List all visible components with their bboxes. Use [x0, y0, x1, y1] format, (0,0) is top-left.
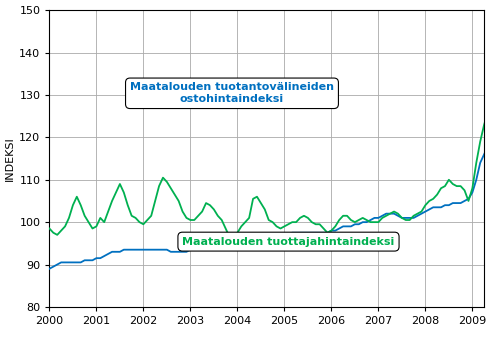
Text: Maatalouden tuotantovälineiden
ostohintaindeksi: Maatalouden tuotantovälineiden ostohinta… [130, 83, 334, 104]
Text: Maatalouden tuottajahintaindeksi: Maatalouden tuottajahintaindeksi [182, 237, 395, 247]
Y-axis label: INDEKSI: INDEKSI [5, 136, 15, 181]
